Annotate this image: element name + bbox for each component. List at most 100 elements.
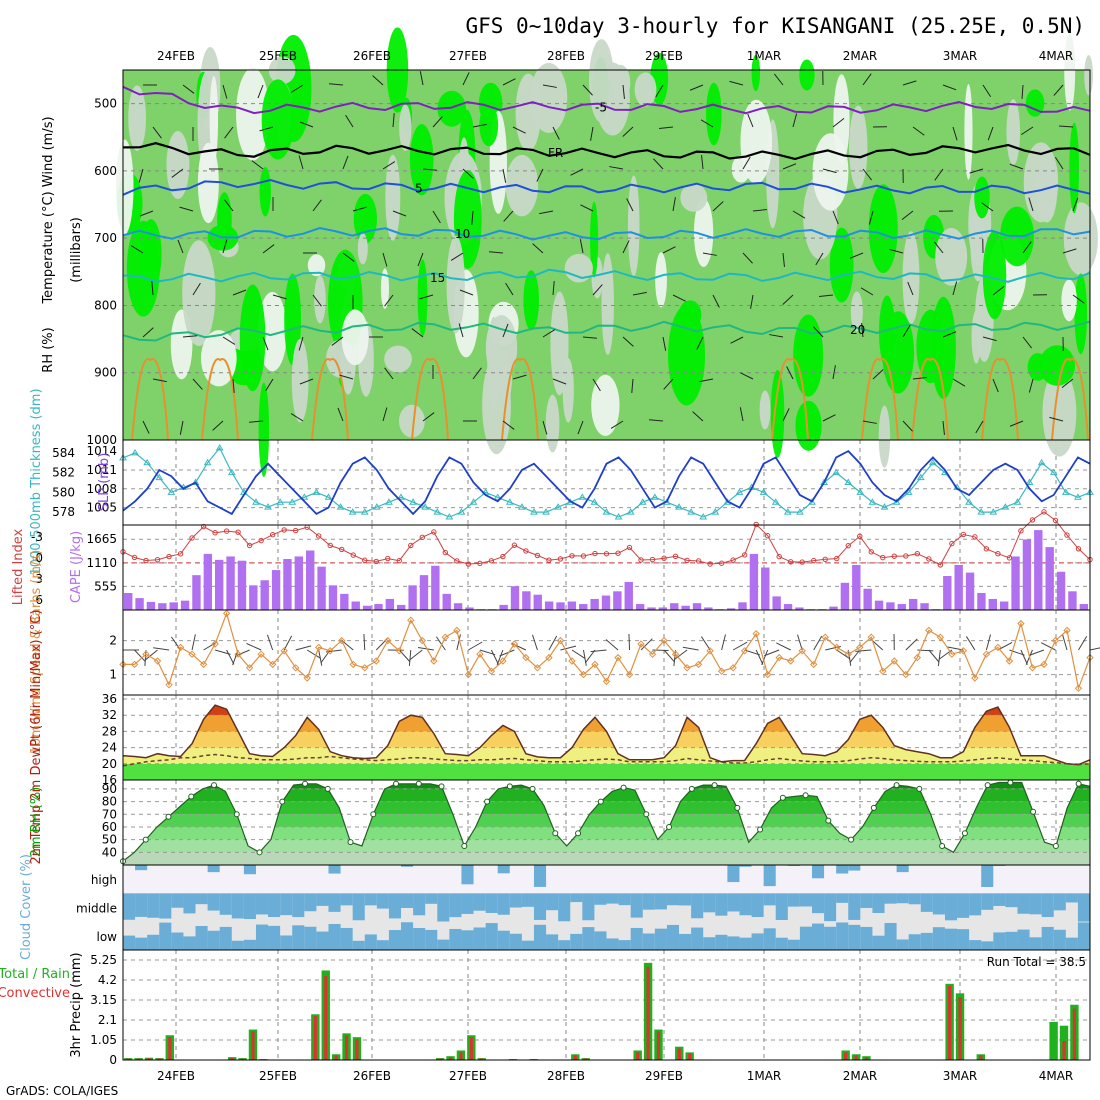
- wind-barb: [382, 252, 388, 267]
- wind-barb: [502, 168, 507, 183]
- wind-barb: [192, 282, 201, 296]
- cloud-mid-bar: [1041, 893, 1054, 918]
- wind-speed-point: [763, 670, 772, 679]
- cape-bar: [658, 607, 668, 610]
- wind-speed-point: [257, 650, 265, 658]
- li-point: [143, 557, 149, 564]
- wind-barb: [339, 374, 354, 380]
- thickness-point: [1049, 468, 1058, 476]
- wind-barb: [419, 294, 434, 300]
- sfc-wind-barb: [825, 645, 841, 651]
- rh-point: [552, 830, 559, 837]
- precip-tick: 2.1: [98, 1013, 117, 1027]
- sfc-wind-barb: [1020, 649, 1028, 665]
- cloud-low-bar: [848, 924, 861, 950]
- date-label-top: 25FEB: [259, 49, 297, 63]
- rh-point: [939, 842, 946, 849]
- cape-bar: [226, 556, 235, 610]
- cloud-high-bar: [135, 865, 148, 871]
- thickness-point: [687, 508, 695, 515]
- cloud-mid-bar: [521, 893, 534, 907]
- thickness-point: [675, 503, 683, 510]
- wind-speed-point: [245, 664, 254, 672]
- cape-bar: [465, 607, 474, 610]
- rh-patch: [693, 198, 714, 267]
- thickness-point: [880, 503, 889, 510]
- thickness-point: [965, 498, 974, 505]
- precip-conv-bar: [137, 1058, 141, 1060]
- li-point: [834, 555, 840, 562]
- li-tick: 6: [35, 593, 43, 607]
- cape-bar: [203, 553, 213, 610]
- thickness-point: [590, 498, 599, 505]
- rh-patch: [398, 404, 425, 438]
- precip-conv-bar: [480, 1058, 484, 1060]
- rh-point: [1030, 808, 1037, 815]
- wind-barb: [952, 126, 958, 141]
- wind-speed-line: [123, 611, 1091, 691]
- wind-barb: [257, 84, 264, 99]
- cloud-low-bar: [316, 931, 329, 950]
- li-tick: 3: [35, 572, 43, 586]
- cape-bar: [601, 595, 611, 610]
- cloud-low-bar: [195, 926, 208, 950]
- pressure-tick: 800: [94, 298, 117, 312]
- date-label-bottom: 28FEB: [547, 1069, 585, 1083]
- thickness-point: [227, 468, 236, 476]
- cloud-low-bar: [401, 922, 414, 950]
- legend-rain: Total / Rain: [0, 967, 70, 982]
- wind-barb: [832, 365, 836, 380]
- sfc-wind-barb: [408, 649, 412, 666]
- cape-bar: [795, 607, 804, 610]
- wind-barb: [552, 281, 555, 296]
- warm-contour: [981, 358, 1019, 441]
- wind-speed-point: [556, 636, 565, 645]
- cloud-low-bar: [981, 941, 994, 950]
- date-label-top: 28FEB: [547, 49, 585, 63]
- rh-patch: [868, 184, 898, 274]
- li-point: [500, 553, 506, 560]
- wind-barb: [849, 252, 864, 259]
- thickness-point: [505, 498, 514, 505]
- li-point: [822, 556, 828, 562]
- cape-tick: 1665: [86, 532, 117, 546]
- wind-barb: [773, 73, 784, 86]
- wind-barb: [382, 407, 388, 422]
- wind-barb: [462, 168, 474, 179]
- ylabel-thickness: 1000-500mb Thickness (dm): [29, 388, 44, 575]
- sfc-wind-barb: [134, 649, 146, 663]
- thickness-point: [215, 444, 224, 451]
- pressure-tick: 1000: [86, 433, 117, 447]
- wind-speed-point: [545, 653, 553, 662]
- precip-tick: 3.15: [90, 993, 117, 1007]
- warm-contour: [911, 358, 949, 441]
- isotherm-label: 15: [430, 271, 445, 285]
- cape-bar: [783, 604, 793, 610]
- wind-speed-point: [625, 670, 634, 679]
- wind-barb: [700, 119, 714, 128]
- wind-speed-point: [395, 647, 403, 655]
- date-label-top: 4MAR: [1039, 49, 1074, 63]
- cape-bar: [180, 600, 190, 610]
- wind-barb: [582, 84, 593, 96]
- rh-patch: [505, 154, 539, 217]
- ylabel-li: Lifted Index: [11, 528, 26, 605]
- ylabel-temp-wind: Temperature (°C) Wind (m/s): [41, 116, 56, 304]
- thickness-tick: 578: [52, 505, 75, 519]
- wind-barb: [251, 160, 264, 170]
- sfc-wind-barb: [560, 645, 577, 651]
- cloud-low-bar: [509, 933, 522, 950]
- sfc-wind-barb: [340, 639, 354, 651]
- sfc-wind-barb: [363, 633, 366, 651]
- temp-tick: 24: [102, 741, 117, 755]
- thickness-point: [1061, 488, 1070, 495]
- sfc-wind-barb: [947, 646, 964, 651]
- wind-barb: [992, 285, 1005, 296]
- warm-contour: [131, 358, 169, 441]
- li-point: [661, 555, 667, 561]
- rh-point: [188, 793, 195, 800]
- cloud-low-bar: [292, 925, 305, 950]
- wind-barb: [177, 239, 184, 254]
- cloud-mid-bar: [268, 893, 281, 918]
- wind-speed-point: [982, 650, 991, 658]
